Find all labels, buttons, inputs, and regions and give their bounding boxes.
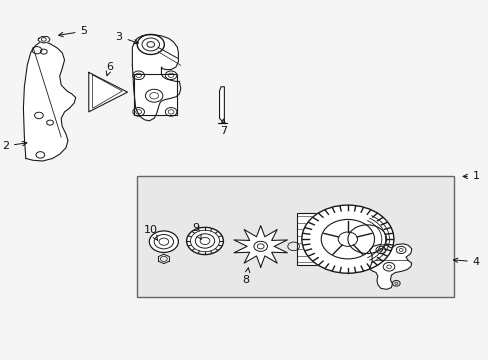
Text: 6: 6	[106, 62, 113, 76]
Circle shape	[186, 227, 223, 255]
Text: 8: 8	[242, 268, 249, 285]
Polygon shape	[233, 226, 287, 267]
Polygon shape	[219, 87, 224, 123]
FancyBboxPatch shape	[296, 213, 323, 265]
Text: 9: 9	[191, 224, 201, 239]
Circle shape	[301, 205, 393, 273]
Text: 2: 2	[2, 141, 27, 151]
Circle shape	[149, 231, 178, 252]
Polygon shape	[89, 72, 127, 112]
FancyBboxPatch shape	[137, 176, 453, 297]
Text: 4: 4	[452, 257, 479, 267]
Polygon shape	[38, 37, 50, 43]
Text: 3: 3	[116, 32, 138, 44]
FancyBboxPatch shape	[134, 74, 177, 116]
Text: 7: 7	[220, 119, 226, 135]
Polygon shape	[132, 35, 181, 121]
Text: 5: 5	[59, 26, 87, 37]
Polygon shape	[23, 42, 76, 161]
Text: 10: 10	[143, 225, 158, 240]
Text: 1: 1	[462, 171, 479, 181]
Circle shape	[347, 225, 386, 253]
Polygon shape	[369, 244, 411, 289]
